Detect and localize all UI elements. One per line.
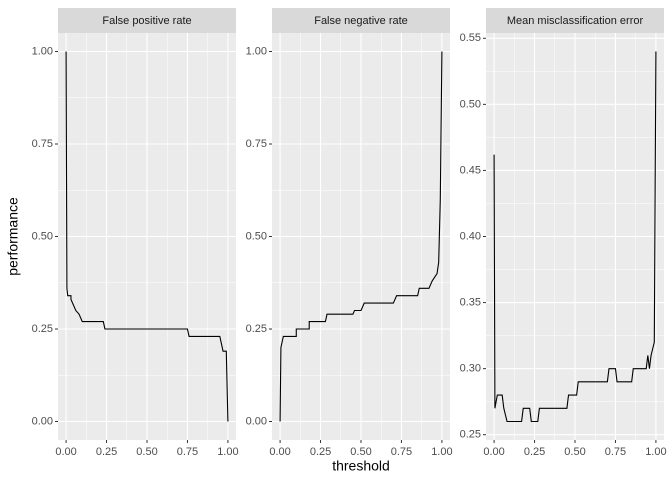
x-tick-label: 0.25 — [310, 446, 331, 458]
x-tick-label: 0.25 — [96, 446, 117, 458]
line — [65, 51, 229, 422]
y-tick-label: 0.00 — [246, 415, 267, 427]
strip — [272, 8, 450, 33]
x-tick-label: 0.25 — [524, 446, 545, 458]
x-tick-label: 0.75 — [177, 446, 198, 458]
x-tick-label: 0.75 — [391, 446, 412, 458]
x-tick-label: 0.00 — [483, 446, 504, 458]
x-tick-label: 0.50 — [350, 446, 371, 458]
panel-title: False negative rate — [314, 15, 408, 27]
y-tick-label: 1.00 — [32, 45, 53, 57]
x-tick-label: 1.00 — [645, 446, 666, 458]
strip — [486, 8, 664, 33]
x-tick-label: 1.00 — [431, 446, 452, 458]
strip — [58, 8, 236, 33]
y-tick-label: 1.00 — [246, 45, 267, 57]
y-tick-label: 0.40 — [460, 230, 481, 242]
y-tick-label: 0.50 — [32, 230, 53, 242]
x-axis-title: threshold — [332, 458, 390, 474]
panel-title: Mean misclassification error — [507, 15, 644, 27]
y-tick-label: 0.75 — [32, 138, 53, 150]
x-tick-label: 0.50 — [564, 446, 585, 458]
y-tick-label: 0.30 — [460, 363, 481, 375]
y-tick-label: 0.45 — [460, 164, 481, 176]
y-tick-label: 0.50 — [460, 98, 481, 110]
line — [493, 51, 657, 423]
y-tick-label: 0.35 — [460, 296, 481, 308]
x-tick-label: 0.75 — [605, 446, 626, 458]
y-tick-label: 0.55 — [460, 32, 481, 44]
y-tick-label: 0.25 — [32, 323, 53, 335]
y-tick-label: 0.25 — [460, 429, 481, 441]
x-tick-label: 0.50 — [136, 446, 157, 458]
line — [279, 51, 443, 422]
y-tick-label: 0.00 — [32, 415, 53, 427]
x-tick-label: 0.00 — [269, 446, 290, 458]
y-tick-label: 0.25 — [246, 323, 267, 335]
y-axis-title: performance — [5, 197, 21, 276]
panel-title: False positive rate — [102, 15, 191, 27]
y-tick-label: 0.75 — [246, 138, 267, 150]
x-tick-label: 1.00 — [217, 446, 238, 458]
y-tick-label: 0.50 — [246, 230, 267, 242]
x-tick-label: 0.00 — [55, 446, 76, 458]
